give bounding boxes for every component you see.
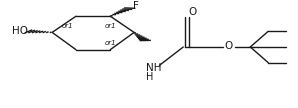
- Text: O: O: [225, 41, 233, 51]
- Text: F: F: [133, 2, 139, 11]
- Text: O: O: [188, 7, 196, 17]
- Text: HO: HO: [12, 26, 28, 36]
- Text: or1: or1: [104, 40, 116, 46]
- Text: or1: or1: [104, 23, 116, 29]
- Text: H: H: [146, 72, 153, 82]
- Text: NH: NH: [146, 63, 162, 73]
- Text: or1: or1: [62, 23, 74, 29]
